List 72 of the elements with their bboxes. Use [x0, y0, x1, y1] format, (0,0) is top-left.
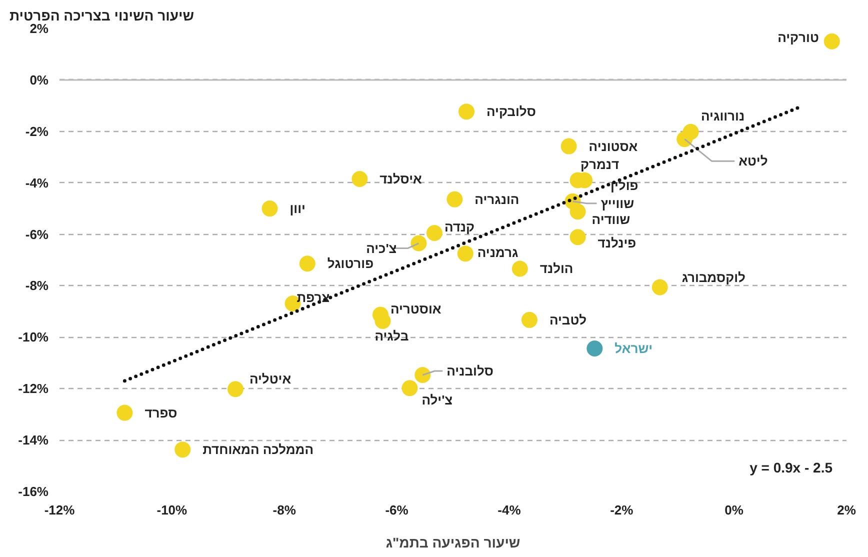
point — [446, 191, 463, 208]
y-tick-label: -2% — [25, 124, 49, 139]
point — [426, 225, 442, 241]
y-axis-title: שיעור השינוי בצריכה הפרטית — [10, 8, 194, 24]
series-label: צ'כיה — [366, 240, 397, 256]
x-tick-label: 0% — [724, 502, 744, 518]
point — [652, 279, 668, 296]
point — [116, 404, 133, 421]
series-label: הונגריה — [474, 192, 520, 207]
series-label: ישראל — [614, 340, 653, 356]
series-label: אסטוניה — [588, 138, 638, 154]
x-tick-label: -12% — [44, 502, 76, 518]
series-label: ספרד — [144, 405, 178, 420]
series-label: צרפת — [296, 290, 330, 305]
series-label: טורקיה — [778, 30, 819, 45]
series-label: יוון — [290, 201, 306, 216]
point — [227, 381, 244, 398]
y-tick-label: -12% — [18, 381, 49, 396]
point — [586, 340, 603, 356]
point — [521, 312, 538, 328]
y-tick-label: -16% — [18, 484, 49, 499]
point — [560, 138, 577, 154]
series-label: פורטוגל — [327, 256, 374, 272]
y-tick-label: -8% — [25, 278, 49, 294]
series-label: סלובניה — [446, 363, 494, 378]
y-tick-label: -10% — [18, 330, 49, 345]
point — [824, 33, 840, 50]
point — [457, 246, 474, 262]
y-tick-label: -14% — [18, 432, 49, 448]
y-tick-label: 2% — [30, 21, 49, 36]
series-label: סלובקיה — [486, 104, 536, 120]
point — [570, 204, 586, 220]
x-tick-label: -6% — [385, 502, 409, 518]
x-tick-label: -2% — [610, 502, 634, 518]
series-label: אוסטריה — [390, 301, 442, 316]
series-label: קנדה — [444, 219, 475, 234]
series-label: הולנד — [540, 261, 574, 276]
series-label: גרמניה — [477, 245, 518, 260]
series-label: נורווגיה — [701, 108, 745, 124]
x-axis-title: שיעור הפגיעה בתמ"ג — [386, 534, 520, 550]
point — [512, 260, 528, 277]
x-tick-label: -8% — [272, 502, 296, 518]
series-label: לוקסמבורג — [682, 270, 746, 285]
point — [458, 104, 474, 120]
y-tick-label: -4% — [25, 175, 49, 190]
x-tick-label: -4% — [498, 502, 522, 518]
y-tick-label: -6% — [25, 226, 49, 242]
series-label: פינלנד — [598, 236, 636, 251]
point — [402, 380, 418, 396]
annotation: y = 0.9x - 2.5 — [750, 460, 833, 476]
point — [174, 442, 191, 458]
series-label: פולין — [610, 178, 638, 193]
point — [352, 170, 368, 187]
series-label: בלגיה — [374, 328, 409, 344]
series-label: איסלנד — [380, 171, 422, 186]
text: ליטא — [738, 154, 768, 169]
x-tick-label: 2% — [837, 502, 856, 518]
x-tick-label: -10% — [156, 502, 188, 518]
point — [262, 200, 278, 217]
series-label: לטביה — [549, 312, 587, 328]
point — [570, 229, 586, 246]
series-label: הממלכה המאוחדת — [202, 442, 314, 458]
series-label: שווייץ — [600, 196, 634, 211]
point — [676, 131, 693, 148]
series-label: צ'ילה — [422, 392, 453, 408]
series-label: שוודיה — [592, 212, 630, 228]
point — [414, 366, 431, 383]
y-tick-label: 0% — [30, 72, 49, 88]
series-label: דנמרק — [580, 156, 620, 172]
point — [299, 256, 316, 272]
series-label: איטליה — [249, 372, 292, 387]
point — [410, 235, 427, 252]
